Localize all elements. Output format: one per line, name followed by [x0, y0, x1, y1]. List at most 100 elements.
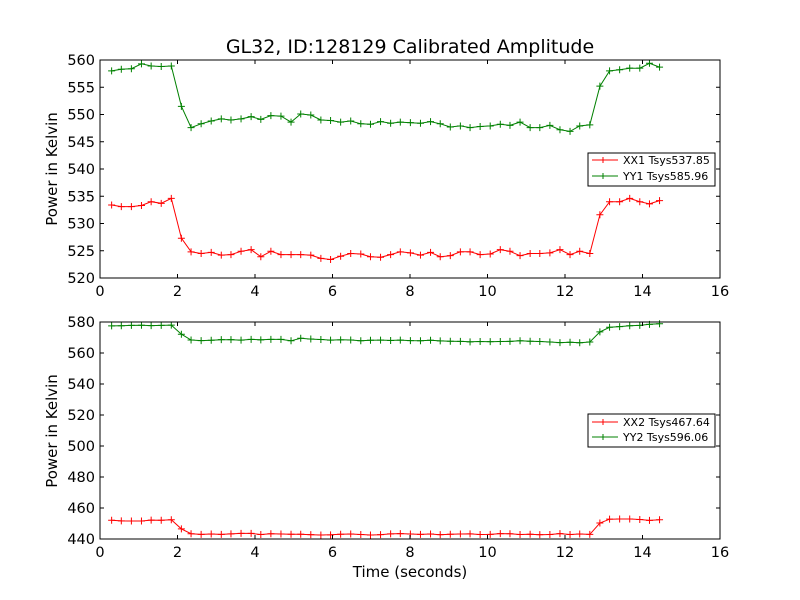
bottom-data-point-xx2 [636, 515, 644, 523]
top-data-point-xx1 [636, 198, 644, 206]
bottom-legend-entry-yy2: YY2 Tsys596.06 [592, 431, 708, 444]
bottom-legend-marker-yy2 [600, 434, 606, 440]
bottom-y-tick-label: 460 [67, 501, 95, 517]
top-data-point-yy1 [556, 126, 564, 134]
bottom-data-point-xx2 [177, 525, 185, 533]
top-data-point-yy1 [157, 63, 165, 71]
top-data-point-yy1 [506, 121, 514, 129]
top-data-point-yy1 [108, 67, 116, 75]
top-data-point-xx1 [207, 248, 215, 256]
bottom-data-point-yy2 [446, 337, 454, 345]
bottom-data-point-xx2 [536, 531, 544, 539]
top-data-point-yy1 [207, 117, 215, 125]
top-data-point-xx1 [586, 249, 594, 257]
bottom-x-tick-label: 12 [556, 545, 574, 561]
bottom-x-tick-label: 8 [405, 545, 414, 561]
bottom-y-tick-label: 560 [67, 346, 95, 362]
top-data-point-xx1 [556, 246, 564, 254]
bottom-data-point-xx2 [327, 531, 335, 539]
bottom-x-tick-label: 10 [478, 545, 496, 561]
top-y-tick-label: 545 [67, 135, 95, 151]
top-data-point-xx1 [157, 199, 165, 207]
bottom-data-point-xx2 [108, 516, 116, 524]
top-y-tick-label: 560 [67, 53, 95, 69]
top-data-point-xx1 [596, 211, 604, 219]
top-data-point-yy1 [167, 62, 175, 70]
top-data-point-xx1 [167, 194, 175, 202]
top-data-point-yy1 [566, 127, 574, 135]
top-data-point-xx1 [566, 251, 574, 259]
bottom-data-point-xx2 [337, 530, 345, 538]
top-data-point-yy1 [466, 124, 474, 132]
bottom-y-tick-label: 540 [67, 377, 95, 393]
top-data-point-xx1 [287, 251, 295, 259]
bottom-data-point-xx2 [297, 530, 305, 538]
top-legend-box [587, 152, 716, 187]
bottom-data-point-xx2 [167, 516, 175, 524]
top-data-point-xx1 [396, 248, 404, 256]
top-y-tick-label: 520 [67, 271, 95, 287]
top-data-point-xx1 [526, 249, 534, 257]
bottom-data-point-yy2 [227, 336, 235, 344]
top-data-point-yy1 [137, 60, 145, 68]
bottom-data-point-yy2 [516, 337, 524, 345]
top-data-point-xx1 [645, 200, 653, 208]
top-data-point-yy1 [237, 115, 245, 123]
top-data-point-yy1 [347, 117, 355, 125]
top-subplot: GL32, ID:128129 Calibrated Amplitude Pow… [43, 36, 729, 300]
bottom-data-point-xx2 [207, 530, 215, 538]
bottom-data-point-yy2 [536, 338, 544, 346]
top-data-point-yy1 [476, 122, 484, 130]
bottom-data-point-xx2 [427, 530, 435, 538]
bottom-data-point-yy2 [147, 322, 155, 330]
top-data-point-xx1 [546, 249, 554, 257]
top-data-point-xx1 [147, 198, 155, 206]
top-data-point-yy1 [267, 112, 275, 120]
top-data-point-yy1 [327, 116, 335, 124]
bottom-data-point-yy2 [307, 335, 315, 343]
bottom-data-point-xx2 [237, 529, 245, 537]
top-x-tick-label: 10 [478, 284, 496, 300]
top-data-point-xx1 [626, 194, 634, 202]
bottom-data-point-yy2 [267, 335, 275, 343]
top-data-point-xx1 [377, 253, 385, 261]
bottom-data-point-xx2 [187, 530, 195, 538]
top-x-tick-label: 14 [633, 284, 651, 300]
top-data-point-yy1 [546, 121, 554, 129]
bottom-data-point-xx2 [436, 531, 444, 539]
top-x-tick-label: 0 [95, 284, 104, 300]
top-data-point-xx1 [656, 197, 664, 205]
top-data-point-xx1 [366, 253, 374, 261]
bottom-x-tick-label: 16 [711, 545, 729, 561]
bottom-data-point-yy2 [167, 321, 175, 329]
bottom-data-point-yy2 [327, 336, 335, 344]
bottom-data-point-yy2 [496, 338, 504, 346]
top-data-point-yy1 [257, 115, 265, 123]
bottom-data-point-xx2 [277, 530, 285, 538]
top-x-tick-label: 8 [405, 284, 414, 300]
top-data-point-yy1 [656, 63, 664, 71]
top-data-point-yy1 [427, 118, 435, 126]
top-data-point-xx1 [347, 249, 355, 257]
bottom-data-point-xx2 [446, 530, 454, 538]
top-data-point-xx1 [616, 198, 624, 206]
bottom-data-point-xx2 [645, 516, 653, 524]
bottom-data-point-xx2 [476, 531, 484, 539]
top-data-point-xx1 [267, 247, 275, 255]
top-data-point-xx1 [456, 248, 464, 256]
bottom-y-tick-label: 580 [67, 315, 95, 331]
bottom-data-point-yy2 [566, 338, 574, 346]
bottom-data-point-xx2 [626, 515, 634, 523]
bottom-data-point-yy2 [396, 336, 404, 344]
top-data-point-xx1 [387, 251, 395, 259]
top-data-point-xx1 [606, 198, 614, 206]
bottom-data-point-yy2 [427, 336, 435, 344]
bottom-data-point-xx2 [506, 530, 514, 538]
top-data-point-yy1 [187, 124, 195, 132]
top-data-point-yy1 [127, 65, 135, 73]
top-data-point-yy1 [317, 116, 325, 124]
bottom-data-point-yy2 [347, 336, 355, 344]
top-data-point-xx1 [427, 248, 435, 256]
bottom-data-point-xx2 [157, 516, 165, 524]
bottom-data-point-yy2 [377, 336, 385, 344]
